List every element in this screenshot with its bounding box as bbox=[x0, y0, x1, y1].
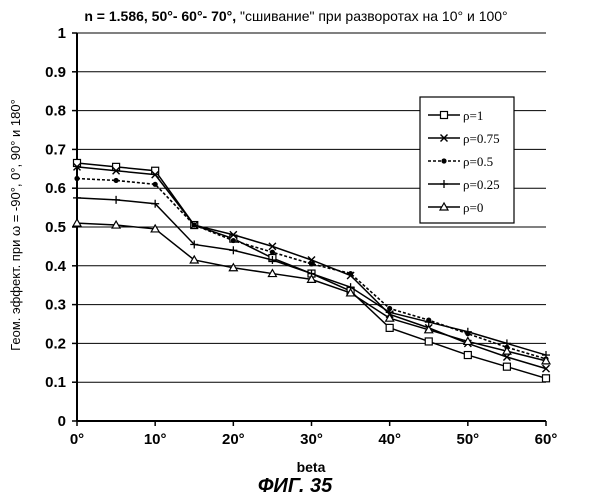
data-point-dot bbox=[441, 158, 446, 163]
data-point-square bbox=[503, 363, 510, 370]
y-tick-label: 0.7 bbox=[45, 141, 66, 158]
data-point-square bbox=[441, 112, 448, 119]
y-tick-label: 0.4 bbox=[45, 258, 67, 275]
chart-title: n = 1.586, 50°- 60°- 70°, "сшивание" при… bbox=[84, 8, 507, 24]
x-tick-label: 10° bbox=[144, 431, 167, 448]
data-point-dot bbox=[113, 178, 118, 183]
legend-label: ρ=0 bbox=[463, 200, 483, 215]
data-point-plus bbox=[112, 196, 120, 204]
x-tick-label: 30° bbox=[300, 431, 323, 448]
y-tick-label: 1 bbox=[58, 25, 66, 42]
chart-title-description: "сшивание" при разворотах на 10° и 100° bbox=[236, 8, 507, 24]
data-point-dot bbox=[192, 222, 197, 227]
y-tick-label: 0.5 bbox=[45, 219, 66, 236]
data-point-dot bbox=[231, 238, 236, 243]
data-point-square bbox=[386, 324, 393, 331]
axes bbox=[72, 33, 546, 426]
data-point-square bbox=[152, 167, 159, 174]
x-axis-label: beta bbox=[297, 459, 326, 475]
data-point-square bbox=[464, 352, 471, 359]
y-tick-label: 0.9 bbox=[45, 64, 66, 81]
series-4 bbox=[73, 219, 550, 364]
data-point-square bbox=[113, 163, 120, 170]
chart-title-params: n = 1.586, 50°- 60°- 70°, bbox=[84, 8, 236, 24]
y-tick-labels: 0 0.1 0.2 0.3 0.4 0.5 0.6 0.7 0.8 0.9 1 bbox=[45, 25, 67, 430]
data-point-square bbox=[74, 159, 81, 166]
legend-label: ρ=0.5 bbox=[463, 154, 493, 169]
data-point-square bbox=[425, 338, 432, 345]
y-tick-label: 0 bbox=[58, 413, 66, 430]
data-point-dot bbox=[153, 182, 158, 187]
legend: ρ=1 ρ=0.75 ρ=0.5 ρ=0.25 ρ=0 bbox=[420, 97, 514, 223]
legend-label: ρ=0.25 bbox=[463, 177, 500, 192]
y-axis-label: Геом. эффект. при ω = -90°, 0°, 90° и 18… bbox=[8, 99, 23, 351]
data-point-plus bbox=[73, 194, 81, 202]
data-point-dot bbox=[309, 261, 314, 266]
y-tick-label: 0.3 bbox=[45, 297, 66, 314]
legend-label: ρ=0.75 bbox=[463, 131, 500, 146]
data-point-dot bbox=[74, 176, 79, 181]
data-point-dot bbox=[348, 271, 353, 276]
data-point-dot bbox=[270, 250, 275, 255]
data-point-square bbox=[543, 375, 550, 382]
legend-label: ρ=1 bbox=[463, 108, 483, 123]
y-tick-label: 0.1 bbox=[45, 374, 66, 391]
x-tick-label: 60° bbox=[535, 431, 558, 448]
x-tick-label: 50° bbox=[456, 431, 479, 448]
y-tick-label: 0.6 bbox=[45, 180, 66, 197]
x-tick-labels: 0° 10° 20° 30° 40° 50° 60° bbox=[70, 431, 558, 448]
figure-caption: ФИГ. 35 bbox=[258, 475, 333, 497]
y-tick-label: 0.8 bbox=[45, 103, 66, 120]
x-tick-label: 20° bbox=[222, 431, 245, 448]
series-line bbox=[77, 223, 546, 361]
x-tick-label: 0° bbox=[70, 431, 84, 448]
data-point-plus bbox=[229, 246, 237, 254]
y-tick-label: 0.2 bbox=[45, 335, 66, 352]
x-tick-label: 40° bbox=[378, 431, 401, 448]
